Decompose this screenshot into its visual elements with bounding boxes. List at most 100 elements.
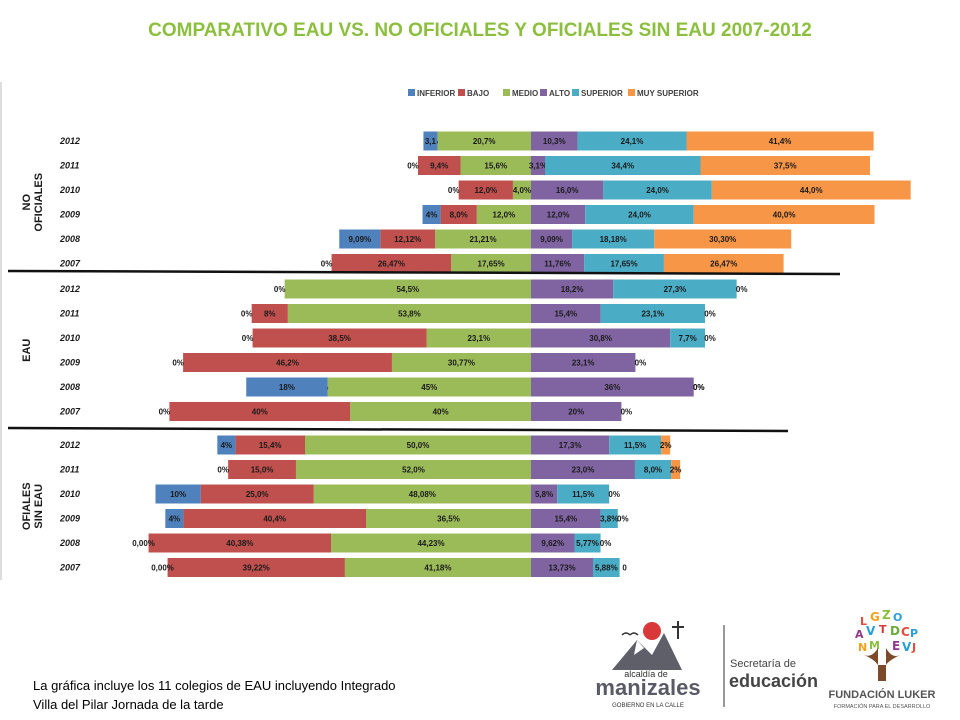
bar-data-label: 9,62%	[541, 539, 564, 548]
legend-label: SUPERIOR	[581, 89, 623, 98]
bar-data-label: 0,00%	[151, 564, 174, 573]
bar-data-label: 54,5%	[396, 285, 419, 294]
legend-swatch	[628, 89, 635, 96]
bar-superior	[577, 131, 687, 151]
bar-bajo	[183, 353, 392, 372]
bar-data-label: 21,21%	[469, 235, 496, 244]
bar-alto	[531, 533, 575, 553]
bar-data-label: 2%	[670, 466, 682, 475]
footnote-line-2: Villa del Pilar Jornada de la tarde	[33, 697, 224, 712]
bar-data-label: 0%	[241, 310, 253, 319]
bar-data-label: 15,4%	[554, 310, 577, 319]
bar-data-label: 12,0%	[474, 186, 497, 195]
bar-alto	[531, 435, 610, 455]
bar-superior	[609, 435, 662, 455]
sun-icon	[643, 622, 661, 640]
legend-label: INFERIOR	[417, 89, 455, 98]
bar-data-label: 40,38%	[226, 539, 253, 548]
bar-superior	[593, 558, 620, 577]
group-separator	[7, 426, 789, 433]
legend-swatch	[503, 89, 510, 96]
bar-data-label: 0%	[704, 310, 716, 319]
year-label: 2012	[59, 284, 80, 294]
bar-inferior	[217, 435, 236, 455]
legend-swatch	[458, 89, 465, 96]
year-label: 2009	[59, 210, 80, 220]
bar-data-label: 23,1%	[572, 359, 595, 368]
bar-data-label: 26,47%	[378, 260, 405, 269]
bar-data-label: 24,0%	[646, 186, 669, 195]
bar-data-label: 18,2%	[561, 285, 584, 294]
bar-medio	[437, 131, 531, 151]
bar-alto	[531, 279, 614, 299]
bar-superior	[572, 229, 655, 249]
bar-superior	[600, 509, 618, 528]
bar-superior	[584, 254, 664, 273]
bar-inferior	[422, 205, 441, 224]
year-label: 2009	[59, 358, 80, 368]
bar-bajo	[183, 509, 367, 528]
secretaria-line-1: Secretaría de	[730, 658, 796, 670]
bar-data-label: 3,1	[425, 137, 437, 146]
bar-data-label: 0,00%	[132, 539, 155, 548]
bar-medio	[287, 304, 531, 323]
bar-data-label: 17,65%	[610, 260, 637, 269]
bar-data-label: 0%	[693, 383, 705, 392]
bar-data-label: 13,73%	[548, 564, 575, 573]
bar-superior	[574, 533, 601, 553]
bar-muy-superior	[663, 254, 784, 273]
bar-data-label: 10%	[170, 490, 186, 499]
birds-icon	[621, 632, 639, 636]
bar-medio	[391, 353, 531, 372]
fundacion-luker-logo: L G Z O A V T D C P N M E V J FUNDACIÓN …	[829, 608, 936, 710]
bar-data-label: 8%	[264, 310, 276, 319]
bar-data-label: 46,2%	[276, 359, 299, 368]
svg-text:N: N	[858, 641, 867, 654]
bar-bajo	[458, 180, 513, 200]
bar-data-label: 16,0%	[556, 186, 579, 195]
svg-text:E: E	[892, 639, 900, 653]
bar-superior	[603, 180, 712, 200]
bar-data-label: 25,0%	[246, 490, 269, 499]
bar-data-label: 30,8%	[589, 334, 612, 343]
year-label: 2012	[59, 440, 80, 450]
bar-inferior	[423, 131, 438, 151]
bar-muy-superior	[654, 229, 792, 249]
bar-superior	[585, 205, 694, 224]
bar-medio	[327, 377, 531, 397]
year-label: 2012	[59, 136, 80, 146]
svg-text:V: V	[866, 624, 876, 638]
group-label: SIN EAU	[33, 484, 45, 529]
bar-data-label: 15,0%	[251, 466, 274, 475]
group-label: OFICIALES	[33, 173, 45, 232]
bar-data-label: 27,3%	[664, 285, 687, 294]
bar-data-label: 15,4%	[259, 441, 282, 450]
bar-data-label: 20%	[568, 408, 584, 417]
manizales-logo: alcaldía de manizales GOBIERNO EN LA CAL…	[595, 621, 817, 709]
bar-data-label: 20,7%	[473, 137, 496, 146]
bar-bajo	[380, 229, 436, 249]
legend-swatch	[540, 89, 547, 96]
manizales-text: manizales	[595, 675, 700, 700]
bar-data-label: 12,0%	[547, 211, 570, 220]
bar-data-label: 24,0%	[628, 211, 651, 220]
bar-bajo	[169, 402, 351, 421]
bar-data-label: 45%	[421, 383, 437, 392]
bar-superior	[634, 460, 672, 479]
year-label: 2011	[59, 161, 79, 171]
bar-data-label: 18,18%	[600, 235, 627, 244]
bar-inferior	[246, 377, 328, 397]
bar-superior	[545, 156, 701, 175]
bar-bajo	[167, 558, 345, 577]
group-label: OFIALES	[21, 482, 33, 530]
bar-data-label: 4%	[426, 211, 438, 220]
bar-data-label: 17,3%	[559, 441, 582, 450]
bar-superior	[670, 328, 706, 348]
bar-data-label: 3,8%	[600, 515, 618, 524]
svg-text:M: M	[869, 639, 880, 652]
bar-data-label: 40,0%	[773, 211, 796, 220]
year-label: 2009	[59, 514, 80, 524]
bar-data-label: 48,08%	[409, 490, 436, 499]
secretaria-line-2: educación	[729, 671, 817, 691]
bar-data-label: 0%	[159, 408, 171, 417]
